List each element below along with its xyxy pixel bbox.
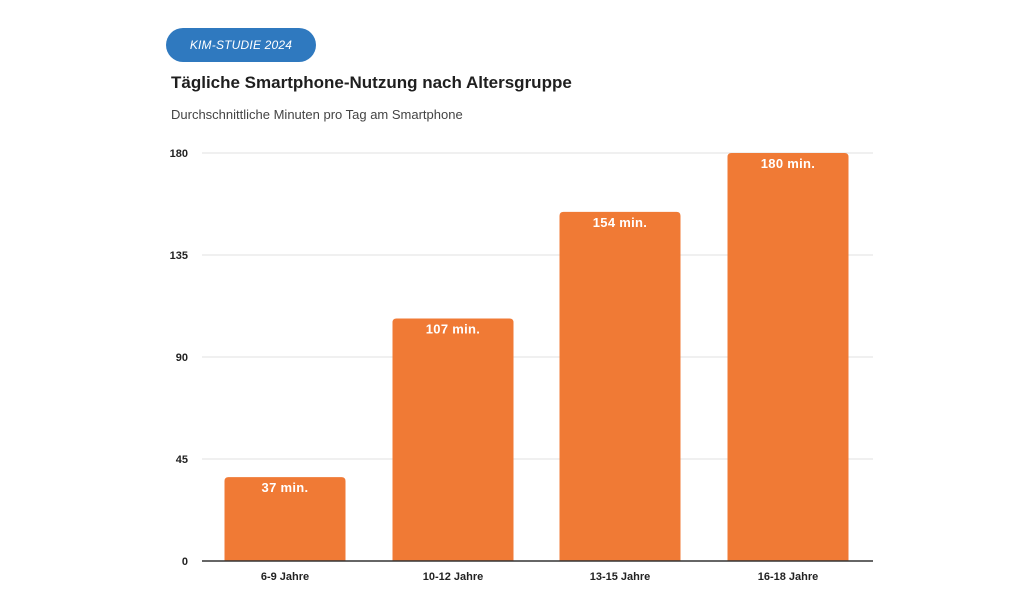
y-tick-label: 0 [182,556,188,568]
y-tick-label: 135 [170,250,188,262]
y-tick-label: 180 [170,148,188,160]
bar-value-label: 154 min. [593,215,647,230]
y-tick-label: 45 [176,454,188,466]
study-badge: KIM-STUDIE 2024 [166,28,316,62]
bar-value-label: 107 min. [426,321,480,336]
chart-title: Tägliche Smartphone-Nutzung nach Altersg… [171,73,572,92]
bar [559,211,681,561]
bar [224,477,346,561]
chart-subtitle: Durchschnittliche Minuten pro Tag am Sma… [171,107,463,122]
y-tick-label: 90 [176,352,188,364]
bar-value-label: 37 min. [262,480,309,495]
bar-value-label: 180 min. [761,156,815,171]
x-category-label: 16-18 Jahre [758,571,819,583]
bar [727,153,849,561]
bar [392,318,514,561]
x-category-label: 10-12 Jahre [423,571,484,583]
x-category-label: 13-15 Jahre [590,571,651,583]
x-category-label: 6-9 Jahre [261,571,309,583]
